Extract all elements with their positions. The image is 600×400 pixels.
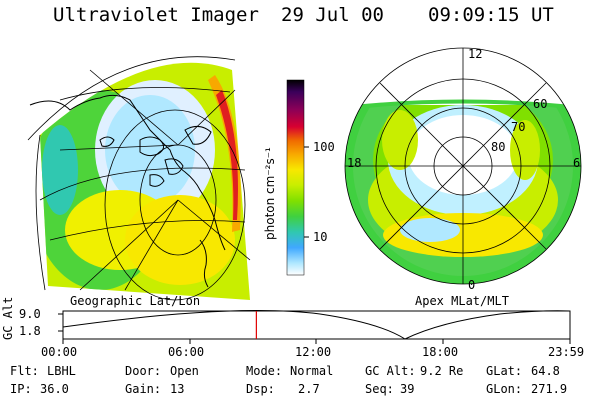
- polar-grid: [344, 47, 582, 285]
- door-value: Open: [170, 364, 199, 378]
- ip-value: 36.0: [40, 382, 69, 396]
- glon-value: 271.9: [531, 382, 568, 396]
- mlt-label-6: 6: [573, 156, 581, 170]
- glon-label: GLon:: [486, 382, 523, 396]
- mlat-label-70: 70: [511, 120, 526, 134]
- dsp-label: Dsp:: [246, 382, 275, 396]
- observation-time: 09:09:15 UT: [428, 4, 554, 26]
- mlat-label-80: 80: [491, 140, 506, 154]
- door-label: Door:: [125, 364, 162, 378]
- ip-label: IP:: [10, 382, 32, 396]
- coastlines: [29, 94, 226, 288]
- altitude-ytick-9: 9.0: [19, 307, 41, 321]
- mlt-label-12: 12: [468, 47, 483, 61]
- altitude-ylabel: GC Alt: [1, 296, 15, 340]
- seq-label: Seq:: [365, 382, 394, 396]
- lat-lon-grid: [27, 56, 251, 301]
- altitude-ytick-1-8: 1.8: [19, 324, 41, 338]
- observation-date: 29 Jul 00: [281, 4, 384, 26]
- filter-value: LBHL: [47, 364, 76, 378]
- gcalt-label: GC Alt:: [365, 364, 416, 378]
- mlat-label-60: 60: [533, 97, 548, 111]
- mode-label: Mode:: [246, 364, 283, 378]
- gcalt-value: 9.2 Re: [420, 364, 464, 378]
- colorbar-unit-label: photon cm⁻²s⁻¹: [263, 147, 277, 240]
- geographic-caption: Geographic Lat/Lon: [70, 294, 201, 308]
- glat-label: GLat:: [486, 364, 523, 378]
- glat-value: 64.8: [531, 364, 560, 378]
- color-scale: [286, 79, 309, 276]
- altitude-plot: [58, 310, 571, 344]
- mlt-label-18: 18: [347, 156, 362, 170]
- geographic-image: [27, 56, 251, 301]
- time-tick-2359: 23:59: [548, 345, 585, 359]
- mlat-mlt-image: [344, 47, 582, 285]
- filter-label: Flt:: [10, 364, 39, 378]
- seq-value: 39: [400, 382, 415, 396]
- time-tick-1200: 12:00: [295, 345, 332, 359]
- apex-caption: Apex MLat/MLT: [415, 294, 509, 308]
- gain-value: 13: [170, 382, 185, 396]
- dsp-value: 2.7: [298, 382, 320, 396]
- mlt-label-0: 0: [468, 278, 476, 292]
- gain-label: Gain:: [125, 382, 162, 396]
- time-tick-0600: 06:00: [168, 345, 205, 359]
- time-tick-1800: 18:00: [422, 345, 459, 359]
- time-tick-0000: 00:00: [41, 345, 78, 359]
- mode-value: Normal: [290, 364, 334, 378]
- colorbar-tick-10: 10: [313, 230, 328, 244]
- instrument-title: Ultraviolet Imager: [53, 4, 259, 26]
- colorbar-tick-100: 100: [313, 140, 335, 154]
